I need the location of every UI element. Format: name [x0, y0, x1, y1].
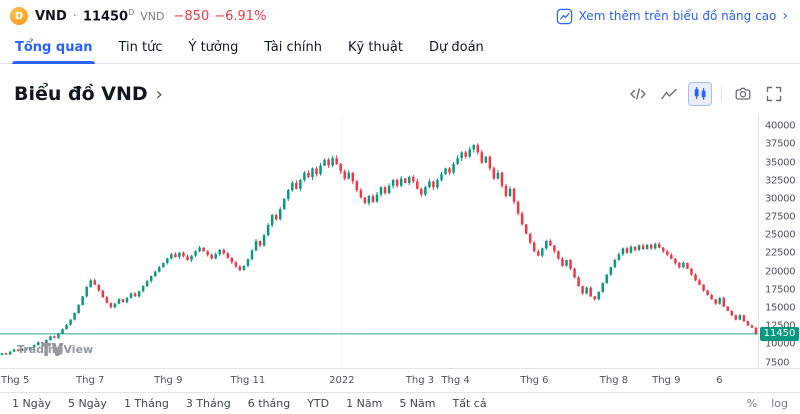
market-flag: D [128, 7, 135, 17]
y-axis-label: 15000 [765, 302, 796, 314]
x-axis-label: Thg 6 [520, 375, 549, 386]
chart-toolbar [626, 82, 786, 106]
price-change: −850 [173, 8, 210, 24]
chevron-right-icon: › [155, 83, 163, 105]
y-axis-label: 32500 [765, 175, 796, 187]
x-axis-label: Thg 5 [0, 375, 30, 386]
y-axis-label: 10000 [765, 338, 796, 350]
range-button-1-thang[interactable]: 1 Tháng [123, 397, 169, 410]
y-axis-label: 25000 [765, 229, 796, 241]
y-axis-label: 17500 [765, 284, 796, 296]
y-axis-label: 20000 [765, 266, 796, 278]
currency-label: VND [140, 9, 165, 23]
line-chart-icon[interactable] [657, 82, 681, 106]
log-scale-toggle[interactable]: log [771, 397, 788, 410]
chart-title: Biểu đồ VND [14, 83, 148, 105]
separator-dot: · [72, 8, 77, 24]
advanced-chart-icon [556, 8, 573, 25]
range-button-tat-ca[interactable]: Tất cả [452, 397, 487, 410]
chart-title-link[interactable]: Biểu đồ VND › [14, 83, 163, 105]
range-button-1-ngay[interactable]: 1 Ngày [12, 397, 51, 410]
x-axis-label: Thg 11 [230, 375, 266, 386]
y-axis-label: 22500 [765, 247, 796, 259]
x-axis-label: Thg 9 [154, 375, 183, 386]
fullscreen-icon[interactable] [762, 82, 786, 106]
toolbar-divider [721, 86, 722, 102]
tradingview-attribution-link[interactable]: TradingView [12, 343, 93, 356]
section-tabs: Tổng quan Tin tức Ý tưởng Tài chính Kỹ thuật… [0, 32, 800, 64]
price-change-percent: −6.91% [214, 8, 267, 24]
symbol-summary: D VND · 11450D VND −850 −6.91% [10, 7, 266, 25]
chevron-right-icon: › [782, 8, 788, 24]
camera-icon[interactable] [731, 82, 755, 106]
advanced-chart-link[interactable]: Xem thêm trên biểu đồ nâng cao › [556, 8, 788, 25]
y-axis-label: 40000 [765, 120, 796, 132]
chart-footer-toolbar: 1 Ngày 5 Ngày 1 Tháng 3 Tháng 6 tháng YTD 1 Nă… [0, 392, 800, 414]
y-axis-label: 27500 [765, 211, 796, 223]
range-button-5-nam[interactable]: 5 Năm [399, 397, 436, 410]
tab-ky-thuat[interactable]: Kỹ thuật [347, 40, 403, 55]
range-button-ytd[interactable]: YTD [307, 397, 330, 410]
x-axis-label: Thg 7 [76, 375, 105, 386]
y-axis-label: 12500 [765, 321, 796, 332]
y-axis-label: 37500 [765, 138, 796, 150]
current-price-badge: 11450 [760, 326, 799, 341]
y-axis-label: 35000 [765, 157, 796, 169]
y-axis-label: 7500 [765, 357, 790, 369]
symbol-logo: D [10, 7, 28, 25]
x-axis-label: 2022 [329, 375, 355, 386]
symbol-name: VND [35, 8, 67, 24]
range-button-6-thang[interactable]: 6 tháng [247, 397, 291, 410]
candlestick-chart[interactable]: TradingView [0, 116, 758, 368]
price-axis[interactable]: 40000 37500 35000 32500 30000 27500 25000 22500… [758, 116, 800, 368]
advanced-chart-link-label: Xem thêm trên biểu đồ nâng cao [578, 9, 777, 23]
candlestick-chart-icon[interactable] [688, 82, 712, 106]
tab-y-tuong[interactable]: Ý tưởng [188, 40, 239, 55]
source-code-icon[interactable] [626, 82, 650, 106]
tab-tong-quan[interactable]: Tổng quan [2, 32, 105, 64]
date-range-buttons: 1 Ngày 5 Ngày 1 Tháng 3 Tháng 6 tháng YTD 1 Nă… [12, 397, 487, 410]
symbol-header: D VND · 11450D VND −850 −6.91% Xem thêm … [0, 0, 800, 32]
x-axis-label: Thg 4 [441, 375, 470, 386]
tab-tin-tuc[interactable]: Tin tức [118, 40, 163, 55]
chart-header: Biểu đồ VND › [0, 64, 800, 116]
range-button-5-ngay[interactable]: 5 Ngày [67, 397, 107, 410]
y-axis-label: 30000 [765, 193, 796, 205]
x-axis-label: 6 [716, 375, 723, 386]
last-price: 11450D [82, 7, 135, 25]
chart-area: TradingView 40000 37500 35000 32500 30000 275… [0, 116, 800, 368]
axis-corner [758, 369, 800, 392]
tab-tai-chinh[interactable]: Tài chính [264, 40, 322, 55]
x-axis-label: Thg 9 [652, 375, 681, 386]
x-axis-label: Thg 8 [599, 375, 629, 386]
scale-toggles: % log [747, 397, 788, 410]
time-axis-labels: Thg 5 Thg 7 Thg 9 Thg 11 2022 Thg 3 Thg 4 Thg 6… [0, 369, 758, 392]
range-button-1-nam[interactable]: 1 Năm [346, 397, 383, 410]
time-axis[interactable]: Thg 5 Thg 7 Thg 9 Thg 11 2022 Thg 3 Thg 4 Thg 6… [0, 368, 800, 392]
range-button-3-thang[interactable]: 3 Tháng [185, 397, 231, 410]
x-axis-label: Thg 3 [405, 375, 435, 386]
percent-scale-toggle[interactable]: % [746, 397, 758, 410]
tab-du-doan[interactable]: Dự đoán [428, 40, 484, 55]
